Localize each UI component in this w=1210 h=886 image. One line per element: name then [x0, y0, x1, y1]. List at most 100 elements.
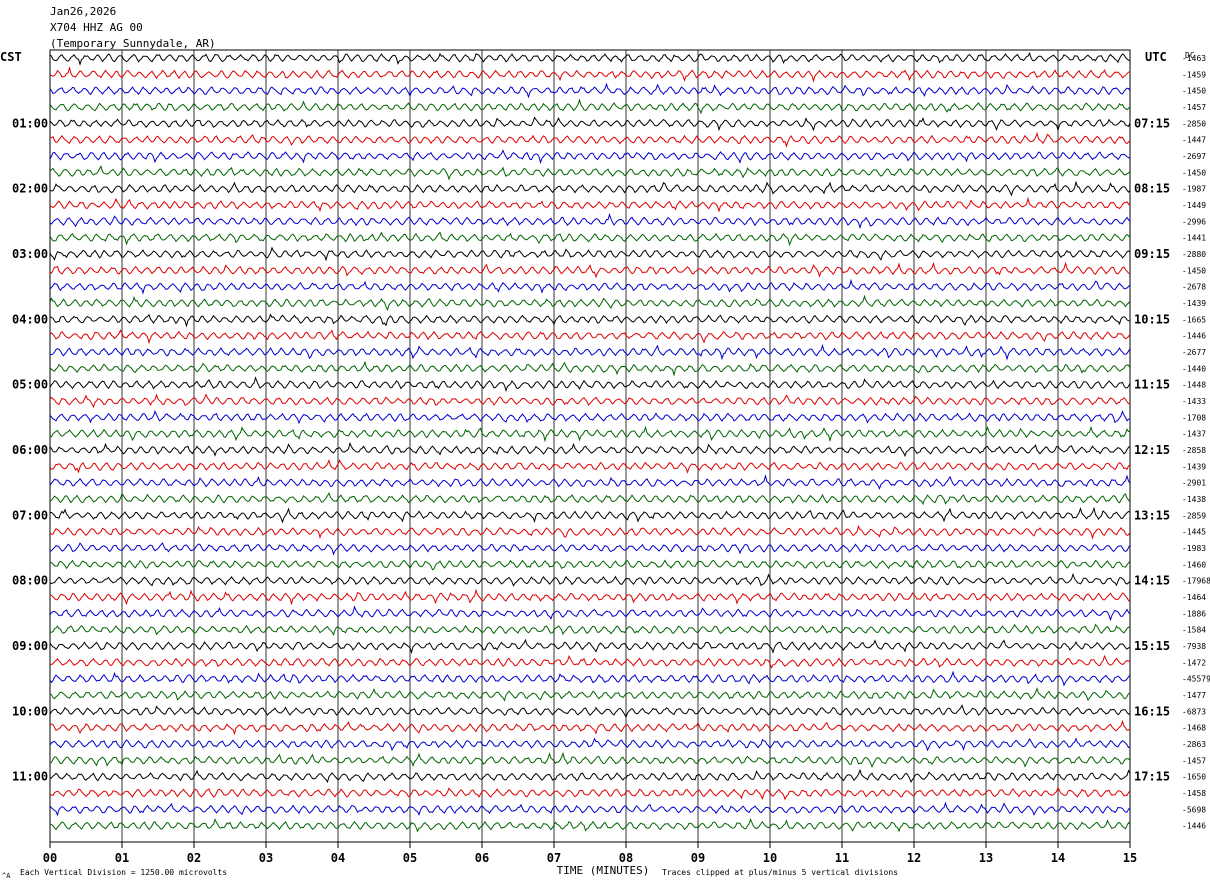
seismic-trace — [49, 506, 1131, 524]
x-tick-label: 12 — [907, 851, 921, 865]
seismic-trace — [49, 261, 1131, 279]
seismic-trace — [49, 572, 1131, 587]
seismic-trace — [49, 704, 1131, 719]
dc-offset-label: -2996 — [1182, 217, 1206, 226]
dc-column-label: DC — [1185, 51, 1195, 60]
seismic-trace — [49, 786, 1131, 801]
utc-hour-label: 09:15 — [1134, 247, 1170, 261]
cst-hour-label: 05:00 — [12, 378, 48, 392]
date-label: Jan26,2026 — [50, 5, 117, 18]
seismic-trace — [49, 719, 1131, 736]
utc-hour-label: 14:15 — [1134, 574, 1170, 588]
dc-offset-label: -1584 — [1182, 626, 1206, 635]
dc-offset-label: -1441 — [1182, 234, 1206, 243]
right-timezone-label: UTC — [1145, 50, 1167, 64]
plot-frame — [49, 49, 1131, 843]
corner-mark: ^A — [2, 872, 11, 880]
seismic-trace — [49, 559, 1131, 571]
seismic-trace — [49, 817, 1131, 833]
dc-offset-label: -1438 — [1182, 495, 1206, 504]
seismic-trace — [49, 751, 1131, 769]
dc-offset-label: -1446 — [1182, 332, 1206, 341]
dc-offset-label: -2901 — [1182, 479, 1206, 488]
utc-hour-label: 11:15 — [1134, 378, 1170, 392]
utc-hour-label: 07:15 — [1134, 116, 1170, 130]
cst-hour-label: 01:00 — [12, 116, 48, 130]
seismic-trace — [49, 66, 1131, 83]
dc-offset-label: -1448 — [1182, 381, 1206, 390]
x-tick-label: 00 — [43, 851, 57, 865]
cst-hour-label: 08:00 — [12, 574, 48, 588]
dc-offset-label: -1450 — [1182, 266, 1206, 275]
utc-hour-label: 17:15 — [1134, 770, 1170, 784]
dc-offset-label: -1472 — [1182, 658, 1206, 667]
seismic-trace — [49, 801, 1131, 817]
seismic-trace — [49, 212, 1131, 230]
dc-offset-label: -1440 — [1182, 364, 1206, 373]
dc-offset-label: -1450 — [1182, 168, 1206, 177]
seismic-trace — [49, 588, 1131, 606]
dc-offset-label: -1460 — [1182, 560, 1206, 569]
cst-hour-label: 03:00 — [12, 247, 48, 261]
seismic-trace — [49, 768, 1131, 784]
dc-offset-label: -5698 — [1182, 805, 1206, 814]
x-tick-label: 08 — [619, 851, 633, 865]
dc-offset-label: -1458 — [1182, 789, 1206, 798]
dc-offset-label: -2677 — [1182, 348, 1206, 357]
seismic-trace — [49, 605, 1131, 622]
seismic-trace — [49, 360, 1131, 377]
dc-offset-label: -1886 — [1182, 609, 1206, 618]
cst-hour-label: 06:00 — [12, 443, 48, 457]
dc-offset-label: -1665 — [1182, 315, 1206, 324]
x-tick-label: 14 — [1051, 851, 1065, 865]
cst-hour-label: 11:00 — [12, 770, 48, 784]
seismic-trace — [49, 149, 1131, 165]
seismic-trace — [49, 623, 1131, 636]
seismic-trace — [49, 524, 1131, 540]
utc-hour-label: 15:15 — [1134, 639, 1170, 653]
seismic-trace — [49, 638, 1131, 655]
dc-offset-label: -1447 — [1182, 136, 1206, 145]
dc-offset-label: -1468 — [1182, 724, 1206, 733]
dc-offset-label: -17968 — [1182, 577, 1210, 586]
dc-offset-label: -1449 — [1182, 201, 1206, 210]
utc-hour-label: 10:15 — [1134, 312, 1170, 326]
dc-offset-label: -2880 — [1182, 250, 1206, 259]
dc-offset-label: -45579 — [1182, 675, 1210, 684]
seismic-trace — [49, 313, 1131, 328]
x-tick-label: 03 — [259, 851, 273, 865]
seismic-trace — [49, 542, 1131, 556]
seismic-trace — [49, 131, 1131, 148]
x-tick-label: 10 — [763, 851, 777, 865]
seismic-trace — [49, 278, 1131, 295]
x-tick-label: 04 — [331, 851, 345, 865]
seismic-trace — [49, 687, 1131, 702]
dc-offset-label: -1439 — [1182, 462, 1206, 471]
plot-header: Jan26,2026 X704 HHZ AG 00 (Temporary Sun… — [50, 4, 216, 52]
dc-offset-label: -6873 — [1182, 707, 1206, 716]
seismic-trace — [49, 116, 1131, 132]
seismic-trace — [49, 196, 1131, 213]
station-label: X704 HHZ AG 00 — [50, 21, 143, 34]
x-tick-label: 15 — [1123, 851, 1137, 865]
dc-offset-label: -1437 — [1182, 430, 1206, 439]
seismic-trace — [49, 737, 1131, 752]
dc-offset-label: -2863 — [1182, 740, 1206, 749]
seismic-trace — [49, 343, 1131, 361]
x-tick-label: 13 — [979, 851, 993, 865]
seismic-trace — [49, 180, 1131, 197]
cst-hour-label: 09:00 — [12, 639, 48, 653]
x-tick-label: 06 — [475, 851, 489, 865]
x-axis-title: TIME (MINUTES) — [557, 864, 650, 877]
x-tick-label: 01 — [115, 851, 129, 865]
dc-offset-label: -1477 — [1182, 691, 1206, 700]
cst-hour-label: 04:00 — [12, 312, 48, 326]
dc-offset-label: -2697 — [1182, 152, 1206, 161]
utc-hour-label: 13:15 — [1134, 508, 1170, 522]
location-label: (Temporary Sunnydale, AR) — [50, 37, 216, 50]
dc-offset-label: -1445 — [1182, 528, 1206, 537]
utc-hour-label: 08:15 — [1134, 182, 1170, 196]
dc-offset-label: -1439 — [1182, 299, 1206, 308]
left-timezone-label: CST — [0, 50, 22, 64]
seismic-trace — [49, 294, 1131, 312]
